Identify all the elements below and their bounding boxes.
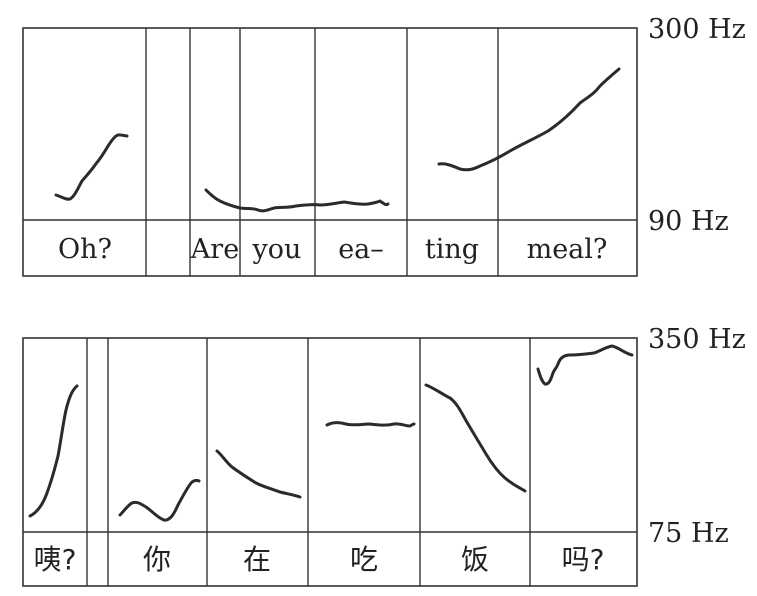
english-panel-frame bbox=[22, 27, 638, 277]
chinese-label-ma: 吗? bbox=[562, 543, 605, 576]
english-label-ea: ea– bbox=[338, 234, 384, 265]
pitch-curve-zai bbox=[215, 449, 302, 499]
chinese-label-chi: 吃 bbox=[350, 543, 378, 576]
pitch-curve-oh bbox=[54, 133, 129, 201]
pitch-curve-chi bbox=[325, 421, 416, 428]
chinese-label-yi: 咦? bbox=[34, 543, 77, 576]
english-label-you: you bbox=[252, 234, 302, 265]
pitch-curve-yi bbox=[28, 384, 79, 518]
chinese-panel-frame bbox=[22, 337, 638, 587]
chinese-label-fan: 饭 bbox=[461, 543, 489, 576]
chinese-label-zai: 在 bbox=[243, 543, 271, 576]
english-scale-top: 300 Hz bbox=[648, 14, 746, 45]
english-label-meal: meal? bbox=[527, 234, 608, 265]
english-label-oh: Oh? bbox=[58, 234, 112, 265]
pitch-curve-are-you-eating bbox=[204, 188, 390, 213]
english-label-ting: ting bbox=[425, 234, 479, 265]
chinese-scale-top: 350 Hz bbox=[648, 324, 746, 355]
pitch-curve-ma bbox=[536, 344, 634, 386]
english-label-are: Are bbox=[190, 234, 239, 265]
chinese-scale-bottom: 75 Hz bbox=[648, 518, 729, 549]
chinese-label-ni: 你 bbox=[143, 543, 171, 576]
english-scale-bottom: 90 Hz bbox=[648, 206, 729, 237]
english-panel: Oh? Are you ea– ting meal? 300 Hz 90 Hz bbox=[22, 14, 746, 277]
pitch-curve-ting-meal bbox=[437, 67, 621, 172]
pitch-curve-fan bbox=[424, 383, 527, 493]
pitch-curve-ni bbox=[118, 478, 201, 522]
chinese-panel: 咦? 你 在 吃 饭 吗? 350 Hz 75 Hz bbox=[22, 324, 746, 587]
